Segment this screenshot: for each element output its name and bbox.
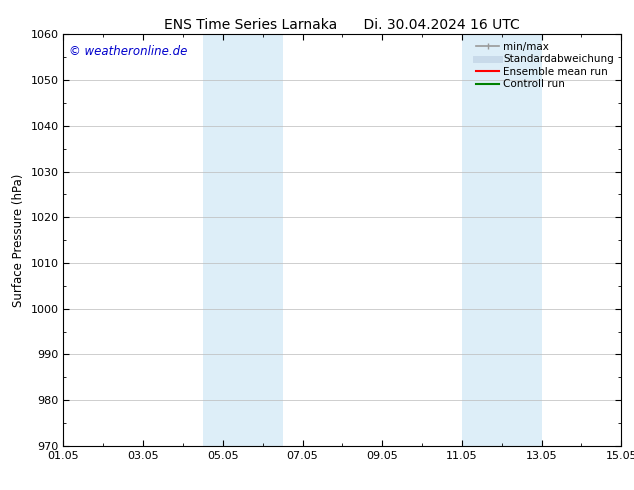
Y-axis label: Surface Pressure (hPa): Surface Pressure (hPa) <box>12 173 25 307</box>
Title: ENS Time Series Larnaka      Di. 30.04.2024 16 UTC: ENS Time Series Larnaka Di. 30.04.2024 1… <box>164 18 521 32</box>
Text: © weatheronline.de: © weatheronline.de <box>69 45 188 58</box>
Bar <box>462 34 541 446</box>
Bar <box>203 34 283 446</box>
Legend: min/max, Standardabweichung, Ensemble mean run, Controll run: min/max, Standardabweichung, Ensemble me… <box>474 40 616 92</box>
